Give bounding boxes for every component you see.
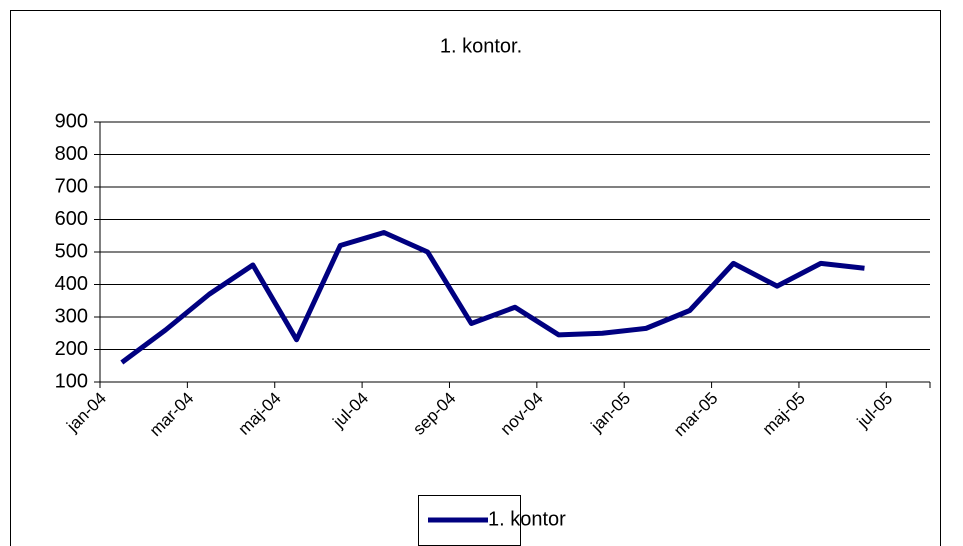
y-tick-label: 400 [55, 273, 88, 295]
legend-label: 1. kontor [488, 508, 566, 530]
y-tick-label: 700 [55, 175, 88, 197]
y-tick-label: 600 [55, 208, 88, 230]
y-tick-label: 500 [55, 240, 88, 262]
y-tick-label: 300 [55, 305, 88, 327]
y-tick-label: 800 [55, 143, 88, 165]
data-line [120, 230, 865, 365]
y-tick-label: 200 [55, 338, 88, 360]
chart-frame [10, 10, 941, 546]
y-tick-label: 100 [55, 370, 88, 392]
y-tick-label: 900 [55, 110, 88, 132]
chart-title: 1. kontor. [440, 35, 522, 57]
